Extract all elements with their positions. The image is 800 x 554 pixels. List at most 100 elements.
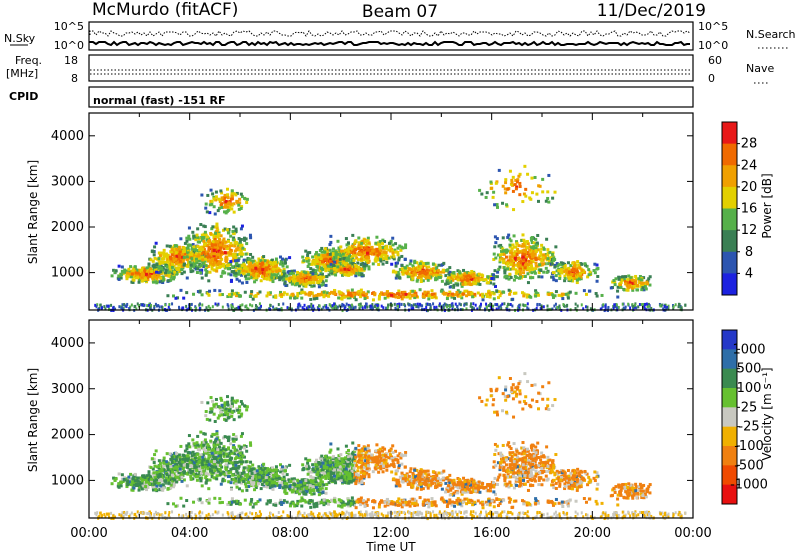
power-cell	[502, 290, 506, 294]
power-cell	[126, 275, 130, 279]
power-cell	[214, 243, 218, 247]
power-cell	[397, 289, 401, 293]
power-cell	[415, 305, 418, 309]
power-cell	[515, 241, 519, 245]
power-cell	[504, 181, 508, 185]
power-cell	[273, 276, 277, 280]
power-cell	[532, 245, 536, 249]
power-cell	[453, 296, 457, 300]
power-cell	[614, 277, 618, 281]
power-cell	[319, 258, 323, 262]
power-cell	[663, 305, 666, 309]
power-cell	[225, 228, 229, 232]
power-cell	[164, 303, 167, 307]
power-cell	[234, 274, 238, 278]
power-cell	[638, 278, 642, 282]
power-cell	[511, 175, 515, 179]
velocity-cell	[117, 485, 121, 489]
power-cell	[172, 259, 176, 263]
power-cell	[329, 304, 332, 308]
power-cell	[155, 304, 158, 308]
power-cell	[501, 236, 505, 240]
velocity-cell	[172, 481, 176, 485]
power-cell	[197, 259, 201, 263]
power-cell	[217, 231, 221, 235]
power-cell	[530, 271, 534, 275]
power-cell	[333, 270, 337, 274]
velocity-cell	[182, 478, 186, 482]
velocity-cell	[166, 487, 170, 491]
power-cell	[373, 305, 376, 309]
power-cell	[471, 280, 475, 284]
power-cell	[254, 276, 258, 280]
power-scatter-cells	[94, 164, 687, 313]
power-cell	[562, 303, 565, 307]
power-cell	[538, 254, 542, 258]
power-cell	[366, 251, 370, 255]
power-cell	[626, 278, 630, 282]
power-cell	[343, 271, 347, 275]
power-cell	[132, 275, 136, 279]
power-cell	[488, 281, 492, 285]
power-cell	[289, 272, 293, 276]
power-cell	[456, 289, 460, 293]
power-cell	[528, 266, 532, 270]
power-cell	[178, 255, 182, 259]
power-cell	[427, 294, 431, 298]
power-cell	[465, 307, 468, 311]
power-cell	[361, 293, 365, 297]
power-cell	[433, 307, 436, 311]
power-cell	[489, 186, 493, 190]
power-cell	[201, 256, 205, 260]
power-cell	[240, 264, 244, 268]
power-cell	[201, 260, 205, 264]
power-cell	[257, 267, 261, 271]
power-cell	[147, 262, 151, 266]
power-cell	[302, 273, 306, 277]
power-cell	[223, 251, 227, 255]
power-cell	[359, 253, 363, 257]
power-cell	[232, 256, 236, 260]
power-cell	[268, 270, 272, 274]
power-cell	[370, 245, 374, 249]
power-cell	[542, 305, 545, 309]
power-cell	[387, 292, 391, 296]
power-cell	[310, 302, 313, 306]
power-cell	[374, 256, 378, 260]
power-cell	[474, 281, 478, 285]
power-cell	[127, 267, 131, 271]
power-cell	[282, 302, 285, 306]
power-cell	[321, 250, 325, 254]
power-cell	[451, 307, 454, 311]
power-cell	[412, 307, 415, 311]
power-cell	[566, 275, 570, 279]
power-cell	[339, 254, 343, 258]
power-cell	[345, 302, 348, 306]
power-cell	[297, 276, 301, 280]
power-cell	[641, 286, 645, 290]
power-cell	[268, 260, 272, 264]
power-cell	[140, 279, 144, 283]
nave-tick-top: 60	[708, 54, 722, 67]
power-cell	[210, 202, 214, 206]
power-cell	[512, 260, 516, 264]
power-cell	[181, 264, 185, 268]
power-cell	[345, 258, 349, 262]
power-cell	[427, 297, 431, 301]
power-cell	[347, 273, 351, 277]
power-cell	[431, 270, 435, 274]
power-cell	[479, 304, 482, 308]
power-cell	[125, 277, 129, 281]
power-cell	[534, 289, 538, 293]
power-cell	[650, 306, 653, 310]
power-cell	[423, 291, 427, 295]
power-cell	[398, 267, 402, 271]
power-cell	[254, 304, 257, 308]
power-cell	[268, 264, 272, 268]
power-cell	[228, 250, 232, 254]
power-cell	[497, 290, 501, 294]
power-cell	[473, 277, 477, 281]
power-cell	[213, 212, 217, 216]
power-cell	[130, 272, 134, 276]
power-cell	[323, 250, 327, 254]
